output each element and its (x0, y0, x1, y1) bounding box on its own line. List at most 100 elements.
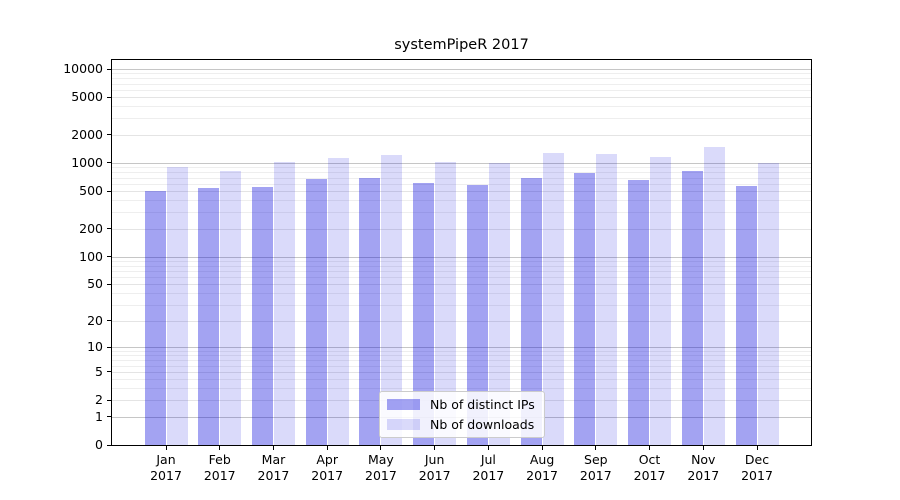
x-tick-month: Nov (691, 452, 716, 467)
x-tick-year: 2017 (741, 468, 773, 483)
chart-title: systemPipeR 2017 (394, 37, 529, 53)
x-tick-month: Oct (638, 452, 661, 467)
bar-oct-ips (628, 179, 650, 445)
bar-jun-ips (413, 183, 435, 445)
x-tick-label: Nov 2017 (671, 452, 735, 484)
y-tick-label: 50 (87, 276, 103, 292)
bar-dec-downloads (757, 163, 779, 445)
y-tick-mark (107, 96, 111, 98)
bar-aug-ips (520, 177, 542, 445)
x-tick-label: Jun 2017 (403, 452, 467, 484)
x-tick-mark (487, 446, 489, 450)
bar-sep-ips (574, 172, 596, 445)
y-tick-label: 1 (95, 408, 103, 424)
x-tick-label: May 2017 (349, 452, 413, 484)
minor-gridline (112, 183, 811, 185)
minor-gridline (112, 73, 811, 75)
x-tick-year: 2017 (526, 468, 558, 483)
x-tick-month: Dec (744, 452, 770, 467)
x-tick-month: Apr (316, 452, 338, 467)
y-tick-label: 200 (79, 220, 103, 236)
y-tick-label: 2 (95, 392, 103, 408)
x-tick-mark (272, 446, 274, 450)
minor-gridline (112, 212, 811, 214)
y-tick-mark (107, 416, 111, 418)
x-tick-year: 2017 (365, 468, 397, 483)
y-tick-label: 5 (95, 363, 103, 379)
minor-gridline (112, 118, 811, 120)
x-tick-year: 2017 (311, 468, 344, 483)
x-tick-year: 2017 (150, 468, 182, 483)
x-tick-mark (326, 446, 328, 450)
y-tick-mark (107, 346, 111, 348)
x-tick-label: Aug 2017 (510, 452, 574, 484)
x-tick-label: Feb 2017 (188, 452, 252, 484)
x-tick-label: Dec 2017 (725, 452, 789, 484)
minor-gridline (112, 167, 811, 169)
y-tick-mark (107, 320, 111, 322)
bar-jul-downloads (488, 162, 510, 445)
y-tick-mark (107, 134, 111, 136)
y-tick-mark (107, 256, 111, 258)
minor-gridline (112, 355, 811, 357)
gridline (112, 134, 811, 136)
x-tick-mark (702, 446, 704, 450)
x-tick-year: 2017 (687, 468, 720, 483)
minor-gridline (112, 277, 811, 279)
bar-jan-downloads (166, 167, 188, 445)
minor-gridline (112, 172, 811, 174)
gridline (112, 284, 811, 286)
y-tick-label: 2000 (71, 126, 103, 142)
bar-nov-ips (681, 171, 703, 445)
x-tick-mark (649, 446, 651, 450)
y-tick-mark (107, 283, 111, 285)
y-tick-mark (107, 399, 111, 401)
plot-area: Nb of distinct IPs Nb of downloads (111, 59, 812, 446)
minor-gridline (112, 106, 811, 108)
y-tick-label: 10 (87, 339, 103, 355)
x-tick-month: Sep (584, 452, 608, 467)
y-tick-mark (107, 162, 111, 164)
x-tick-label: Apr 2017 (295, 452, 359, 484)
x-tick-mark (756, 446, 758, 450)
minor-gridline (112, 388, 811, 390)
gridline (112, 371, 811, 373)
y-tick-label: 5000 (71, 89, 103, 105)
x-tick-mark (380, 446, 382, 450)
y-tick-mark (107, 68, 111, 70)
legend-item: Nb of distinct IPs (387, 397, 535, 412)
x-tick-month: Jul (480, 452, 496, 467)
bar-jul-ips (466, 184, 488, 445)
minor-gridline (112, 270, 811, 272)
minor-gridline (112, 260, 811, 262)
x-tick-mark (219, 446, 221, 450)
bar-aug-downloads (542, 153, 564, 445)
bar-jun-downloads (435, 161, 457, 445)
x-tick-month: Mar (261, 452, 286, 467)
major-gridline (112, 162, 811, 164)
x-tick-label: Oct 2017 (618, 452, 682, 484)
y-tick-mark (107, 228, 111, 229)
minor-gridline (112, 265, 811, 267)
minor-gridline (112, 365, 811, 367)
x-tick-month: Feb (208, 452, 231, 467)
x-tick-mark (434, 446, 436, 450)
x-tick-month: Jan (156, 452, 176, 467)
x-tick-year: 2017 (579, 468, 612, 483)
x-tick-month: Jun (424, 452, 445, 467)
minor-gridline (112, 360, 811, 362)
bar-may-downloads (381, 155, 403, 445)
y-tick-label: 1000 (71, 154, 103, 170)
y-tick-label: 10000 (63, 61, 103, 76)
x-tick-mark (165, 446, 167, 450)
bar-sep-downloads (596, 154, 618, 445)
gridline (112, 228, 811, 230)
y-tick-label: 0 (95, 437, 103, 452)
minor-gridline (112, 293, 811, 295)
bar-may-ips (359, 178, 381, 445)
x-tick-label: Jan 2017 (134, 452, 198, 484)
gridline (112, 320, 811, 322)
minor-gridline (112, 200, 811, 202)
x-tick-month: Aug (529, 452, 555, 467)
